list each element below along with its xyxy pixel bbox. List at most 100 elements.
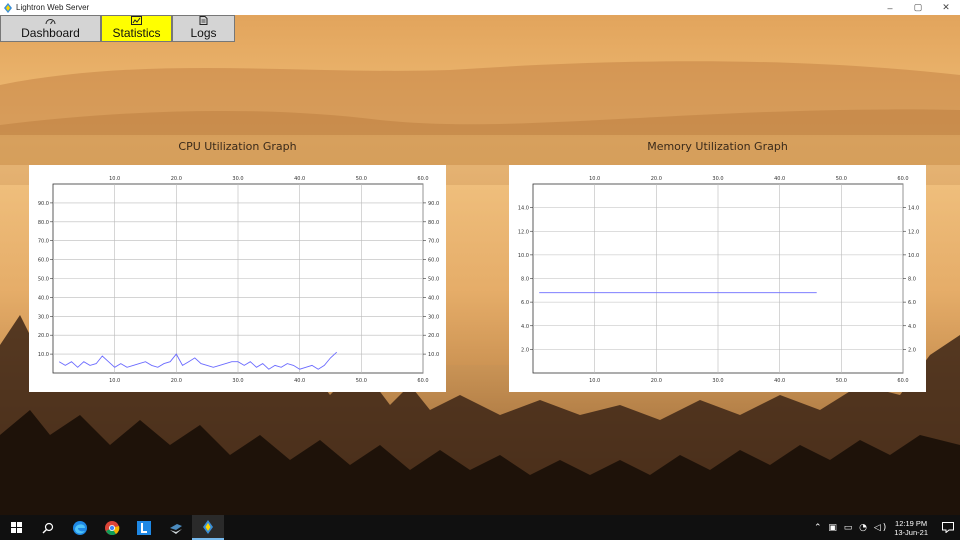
- close-button[interactable]: ✕: [942, 2, 950, 12]
- memory-x-tick-top: 20.0: [651, 176, 662, 182]
- chart-icon: [131, 16, 142, 25]
- python-icon: [170, 523, 182, 534]
- cpu-x-tick-top: 10.0: [109, 176, 120, 182]
- cpu-x-tick-top: 50.0: [356, 176, 367, 182]
- cpu-x-tick-top: 60.0: [417, 176, 428, 182]
- cpu-y-tick-right: 90.0: [428, 201, 439, 207]
- memory-graph-panel: 10.0 10.0 20.0 20.0 30.0 30.0 40.0 40.0 50.0 50.0…: [509, 165, 926, 392]
- tab-logs-label: Logs: [190, 26, 217, 40]
- cpu-x-tick-top: 40.0: [294, 176, 305, 182]
- memory-x-tick-bottom: 60.0: [897, 378, 908, 384]
- lightron-icon: [203, 519, 213, 534]
- clock-time: 12:19 PM: [895, 518, 928, 528]
- memory-y-tick-right: 8.0: [908, 277, 916, 283]
- cpu-y-tick-right: 60.0: [428, 258, 439, 264]
- memory-x-tick-top: 10.0: [589, 176, 600, 182]
- cpu-y-tick-right: 80.0: [428, 220, 439, 226]
- lightron-button[interactable]: [192, 515, 224, 540]
- cpu-x-tick-bottom: 50.0: [356, 378, 367, 384]
- cpu-x-tick-top: 20.0: [171, 176, 182, 182]
- cpu-y-tick-left: 90.0: [38, 201, 49, 207]
- cpu-y-tick-right: 50.0: [428, 277, 439, 283]
- chrome-button[interactable]: [96, 515, 128, 540]
- taskbar: ⌃ ▣ ▭ ◔ ◁) 12:19 PM 13-Jun-21: [0, 515, 960, 540]
- cpu-y-tick-left: 30.0: [38, 314, 49, 320]
- notification-center-button[interactable]: [936, 515, 960, 540]
- tab-dashboard[interactable]: Dashboard: [0, 15, 101, 42]
- memory-y-tick-right: 2.0: [908, 347, 916, 353]
- gauge-icon: [45, 19, 56, 25]
- cpu-y-tick-left: 50.0: [38, 277, 49, 283]
- clock-date: 13-Jun-21: [894, 527, 928, 537]
- memory-x-tick-top: 40.0: [774, 176, 785, 182]
- maximize-button[interactable]: ▢: [913, 2, 923, 12]
- memory-y-tick-right: 14.0: [908, 206, 919, 212]
- search-icon: [42, 522, 54, 533]
- windows-start-icon: [10, 522, 22, 533]
- memory-y-tick-left: 10.0: [518, 253, 529, 259]
- memory-x-tick-bottom: 50.0: [836, 378, 847, 384]
- memory-x-tick-bottom: 20.0: [651, 378, 662, 384]
- document-icon: [199, 16, 208, 25]
- minimize-button[interactable]: –: [887, 2, 893, 13]
- cpu-graph-title: CPU Utilization Graph: [178, 140, 297, 153]
- edge-icon: [73, 520, 87, 535]
- tab-logs[interactable]: Logs: [172, 15, 235, 42]
- memory-y-tick-right: 12.0: [908, 229, 919, 235]
- cpu-x-tick-bottom: 10.0: [109, 378, 120, 384]
- tab-statistics[interactable]: Statistics: [101, 15, 172, 42]
- cpu-y-tick-right: 70.0: [428, 239, 439, 245]
- cpu-x-tick-bottom: 40.0: [294, 378, 305, 384]
- memory-y-tick-right: 6.0: [908, 300, 916, 306]
- cpu-utilization-chart: 10.0 10.0 20.0 20.0 30.0 30.0 40.0 40.0 50.0 50.0…: [38, 176, 439, 384]
- cpu-x-tick-top: 30.0: [232, 176, 243, 182]
- memory-y-tick-right: 10.0: [908, 253, 919, 259]
- search-button[interactable]: [32, 515, 64, 540]
- cpu-y-tick-left: 80.0: [38, 220, 49, 226]
- l-app-button[interactable]: [128, 515, 160, 540]
- notification-icon: [942, 522, 954, 533]
- l-app-icon: [137, 520, 151, 535]
- cpu-y-tick-left: 20.0: [38, 333, 49, 339]
- cpu-y-tick-left: 70.0: [38, 239, 49, 245]
- edge-button[interactable]: [64, 515, 96, 540]
- python-button[interactable]: [160, 515, 192, 540]
- app-icon: [4, 2, 12, 13]
- window-title: Lightron Web Server: [16, 3, 90, 12]
- cpu-x-tick-bottom: 20.0: [171, 378, 182, 384]
- cpu-x-tick-bottom: 30.0: [232, 378, 243, 384]
- memory-utilization-chart: 10.0 10.0 20.0 20.0 30.0 30.0 40.0 40.0 50.0 50.0…: [518, 176, 919, 384]
- cpu-y-tick-left: 40.0: [38, 295, 49, 301]
- memory-y-tick-left: 8.0: [521, 277, 529, 283]
- memory-y-tick-left: 2.0: [521, 347, 529, 353]
- tab-bar: Dashboard Statistics Logs: [0, 15, 235, 42]
- memory-y-tick-left: 4.0: [521, 324, 529, 330]
- memory-graph-title: Memory Utilization Graph: [647, 140, 788, 153]
- cpu-y-tick-right: 10.0: [428, 352, 439, 358]
- memory-y-tick-left: 6.0: [521, 300, 529, 306]
- cpu-y-tick-right: 40.0: [428, 295, 439, 301]
- memory-x-tick-bottom: 10.0: [589, 378, 600, 384]
- cpu-y-tick-left: 10.0: [38, 352, 49, 358]
- system-tray-icons[interactable]: ⌃ ▣ ▭ ◔ ◁): [813, 522, 889, 533]
- memory-x-tick-top: 50.0: [836, 176, 847, 182]
- taskbar-clock[interactable]: 12:19 PM 13-Jun-21: [894, 519, 928, 537]
- cpu-series-line: [58, 351, 338, 370]
- memory-x-tick-top: 30.0: [712, 176, 723, 182]
- windows-start-button[interactable]: [0, 515, 32, 540]
- cpu-y-tick-right: 20.0: [428, 333, 439, 339]
- memory-y-tick-left: 14.0: [518, 206, 529, 212]
- tab-statistics-label: Statistics: [112, 26, 161, 40]
- cpu-graph-panel: 10.0 10.0 20.0 20.0 30.0 30.0 40.0 40.0 50.0 50.0…: [29, 165, 446, 392]
- memory-y-tick-left: 12.0: [518, 229, 529, 235]
- chrome-icon: [105, 520, 120, 535]
- cpu-y-tick-left: 60.0: [38, 258, 49, 264]
- tab-dashboard-label: Dashboard: [21, 26, 80, 40]
- cpu-y-tick-right: 30.0: [428, 314, 439, 320]
- memory-x-tick-top: 60.0: [897, 176, 908, 182]
- cpu-x-tick-bottom: 60.0: [417, 378, 428, 384]
- memory-y-tick-right: 4.0: [908, 324, 916, 330]
- window-titlebar: Lightron Web Server – ▢ ✕: [0, 0, 960, 15]
- memory-x-tick-bottom: 40.0: [774, 378, 785, 384]
- memory-x-tick-bottom: 30.0: [712, 378, 723, 384]
